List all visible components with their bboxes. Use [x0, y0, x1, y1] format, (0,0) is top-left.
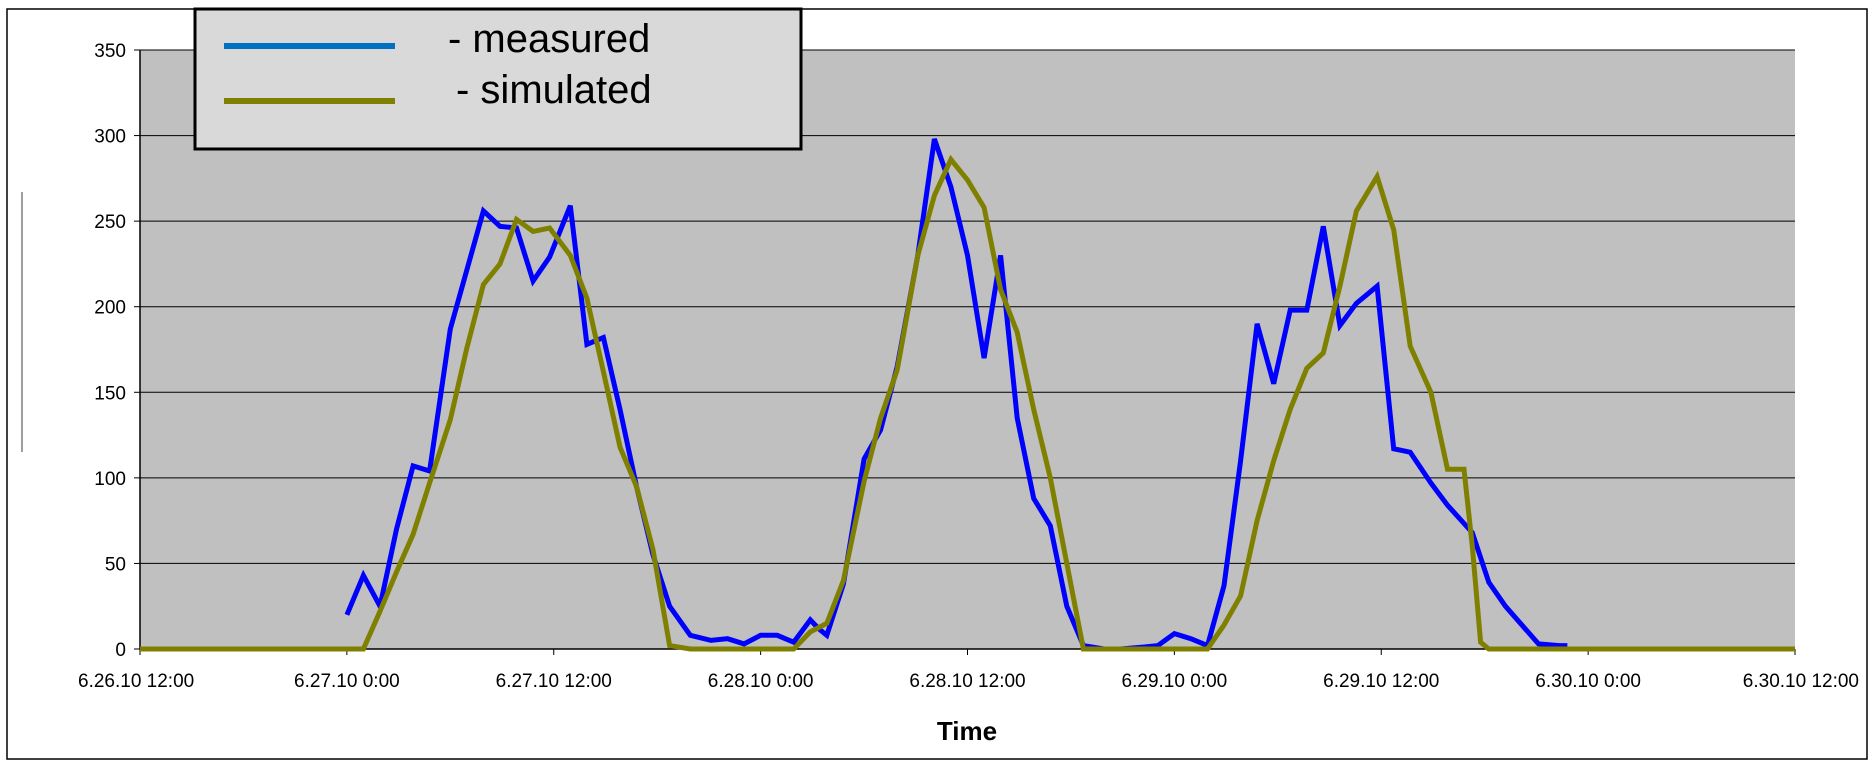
y-tick-label: 0 — [115, 640, 126, 661]
series-line-measured — [344, 138, 1568, 652]
y-tick-label: 50 — [105, 554, 126, 575]
x-axis-title: Time — [937, 716, 997, 746]
series-lines — [140, 138, 1795, 652]
legend-label-simulated: - simulated — [456, 68, 652, 112]
legend: - measured - simulated — [193, 7, 803, 151]
y-tick-label: 350 — [94, 41, 126, 62]
y-tick-label: 150 — [94, 383, 126, 404]
x-tick-label: 6.28.10 0:00 — [708, 671, 814, 692]
tick-labels: 0 50 100 150 200 250 300 350 6.26.10 12:00 6.27.1… — [78, 41, 1859, 692]
x-tick-label: 6.30.10 0:00 — [1535, 671, 1641, 692]
x-tick-label: 6.26.10 12:00 — [78, 671, 194, 692]
y-tick-label: 100 — [94, 469, 126, 490]
x-tick-label: 6.27.10 0:00 — [294, 671, 400, 692]
x-tick-label: 6.30.10 12:00 — [1743, 671, 1859, 692]
y-tick-label: 200 — [94, 298, 126, 319]
x-tick-label: 6.27.10 12:00 — [496, 671, 612, 692]
series-line-simulated — [140, 154, 1795, 652]
y-tick-label: 250 — [94, 212, 126, 233]
x-tick-label: 6.29.10 12:00 — [1323, 671, 1439, 692]
x-tick-label: 6.28.10 12:00 — [909, 671, 1025, 692]
x-tick-label: 6.29.10 0:00 — [1122, 671, 1228, 692]
y-tick-label: 300 — [94, 127, 126, 148]
legend-label-measured: - measured — [448, 17, 650, 61]
legend-box — [193, 7, 803, 151]
